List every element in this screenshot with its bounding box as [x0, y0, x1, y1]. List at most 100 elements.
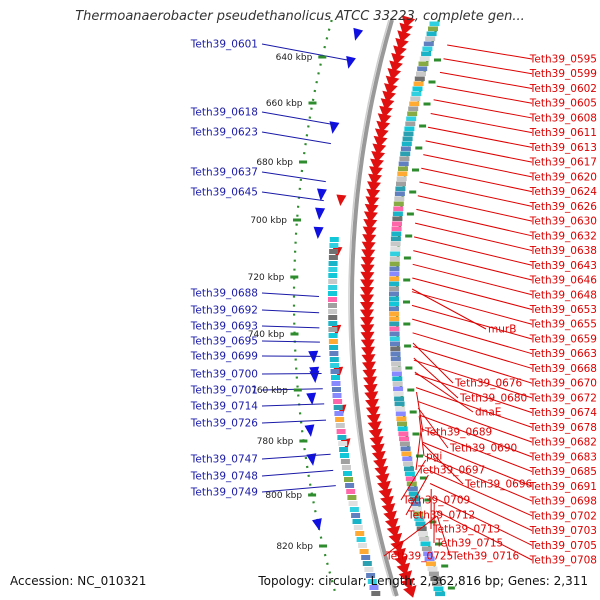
forward-gene-arrow: [365, 196, 380, 208]
right-gene-label: Teth39_0630: [529, 216, 597, 228]
inner-gene-label: Teth39_0712: [407, 510, 475, 522]
feature-color-block: [422, 46, 433, 52]
left-gene-label: Teth39_0601: [190, 39, 258, 51]
inner-gene-label: murB: [488, 324, 516, 336]
feature-color-block: [356, 537, 366, 542]
feature-color-block: [390, 246, 401, 252]
feature-color-block: [399, 436, 410, 442]
right-gene-label: Teth39_0685: [529, 466, 597, 478]
feature-color-block: [339, 447, 349, 452]
feature-color-block: [416, 71, 426, 77]
forward-gene-arrow: [360, 264, 375, 276]
inner-tick-mark: [405, 234, 413, 238]
feature-color-block: [328, 255, 338, 260]
feature-color-block: [398, 161, 409, 167]
feature-color-block: [329, 237, 339, 242]
forward-gene-arrow: [360, 271, 375, 283]
feature-color-block: [418, 531, 428, 537]
forward-gene-arrow: [363, 376, 377, 388]
feature-color-block: [401, 141, 412, 147]
feature-color-block: [417, 66, 428, 72]
inner-tick-mark: [412, 168, 419, 172]
forward-gene-arrow: [363, 383, 378, 396]
feature-color-block: [395, 186, 406, 192]
inner-tick-mark: [405, 366, 413, 370]
feature-color-block: [328, 309, 338, 314]
right-leader-line: [418, 414, 533, 458]
feature-color-block: [335, 417, 345, 422]
feature-color-block: [389, 311, 400, 317]
feature-color-block: [396, 181, 406, 187]
left-gene-label: Teth39_0637: [190, 167, 258, 179]
reverse-gene-arrow: [309, 370, 320, 383]
forward-gene-arrow: [360, 294, 374, 306]
feature-color-block: [371, 591, 381, 596]
feature-color-block: [435, 591, 446, 597]
inner-leader-line: [422, 443, 464, 485]
left-leader-line: [261, 191, 324, 202]
feature-color-block: [367, 579, 377, 584]
feature-color-block: [328, 261, 338, 266]
right-gene-label: Teth39_0611: [529, 127, 597, 139]
right-leader-line: [413, 236, 533, 266]
inner-leader-line: [411, 288, 487, 330]
inner-tick-mark: [441, 564, 449, 568]
forward-gene-arrow: [370, 443, 385, 456]
feature-color-block: [398, 166, 408, 172]
forward-gene-arrow: [376, 120, 391, 133]
feature-color-block: [423, 551, 434, 557]
feature-color-block: [366, 573, 376, 578]
forward-gene-arrow: [368, 428, 383, 441]
feature-color-block: [392, 216, 403, 222]
feature-color-block: [411, 91, 422, 97]
feature-color-block: [408, 106, 419, 112]
forward-gene-arrow: [361, 241, 376, 253]
inner-tick-mark: [403, 322, 411, 326]
right-leader-line: [429, 483, 533, 531]
reverse-gene-arrow: [306, 453, 317, 466]
right-leader-line: [435, 510, 533, 561]
left-gene-label: Teth39_0700: [190, 369, 258, 381]
feature-color-block: [332, 387, 341, 392]
feature-color-block: [395, 406, 406, 412]
inner-gene-label: Teth39_0690: [449, 443, 517, 455]
feature-color-block: [328, 267, 338, 272]
forward-gene-arrow: [369, 436, 384, 448]
forward-gene-arrow: [364, 391, 379, 403]
feature-color-block: [389, 276, 400, 282]
inner-gene-label: Teth39_0676: [454, 378, 523, 390]
feature-color-block: [419, 536, 430, 542]
right-leader-line: [430, 113, 533, 134]
right-leader-line: [412, 277, 533, 310]
feature-color-block: [390, 341, 400, 347]
feature-color-block: [389, 286, 400, 292]
inner-leader-line: [436, 515, 451, 557]
inner-leader-line: [400, 459, 427, 501]
feature-color-block: [389, 291, 399, 297]
inner-tick-mark: [434, 58, 441, 62]
forward-gene-arrow: [365, 406, 380, 418]
backbone-ring: [348, 19, 399, 597]
right-gene-label: Teth39_0632: [529, 230, 597, 242]
left-gene-label: Teth39_0699: [190, 351, 258, 363]
feature-color-block: [421, 546, 432, 552]
left-leader-line: [261, 43, 348, 61]
feature-color-block: [395, 411, 406, 417]
feature-color-block: [390, 236, 401, 242]
forward-gene-arrow: [372, 143, 387, 156]
inner-gene-label: Teth39_0697: [417, 465, 485, 477]
right-gene-label: Teth39_0608: [529, 112, 597, 124]
feature-color-block: [330, 363, 340, 368]
forward-gene-arrow: [365, 398, 379, 411]
feature-color-block: [391, 361, 402, 367]
inner-tick-mark: [409, 190, 417, 194]
feature-color-block: [328, 297, 337, 302]
feature-color-block: [346, 489, 356, 494]
feature-color-block: [389, 281, 400, 287]
feature-color-block: [352, 519, 362, 524]
inner-leader-line: [418, 415, 425, 457]
reverse-gene-arrow: [329, 121, 340, 134]
feature-color-block: [426, 31, 437, 37]
feature-color-block: [420, 541, 431, 547]
inner-tick-mark: [429, 520, 437, 524]
